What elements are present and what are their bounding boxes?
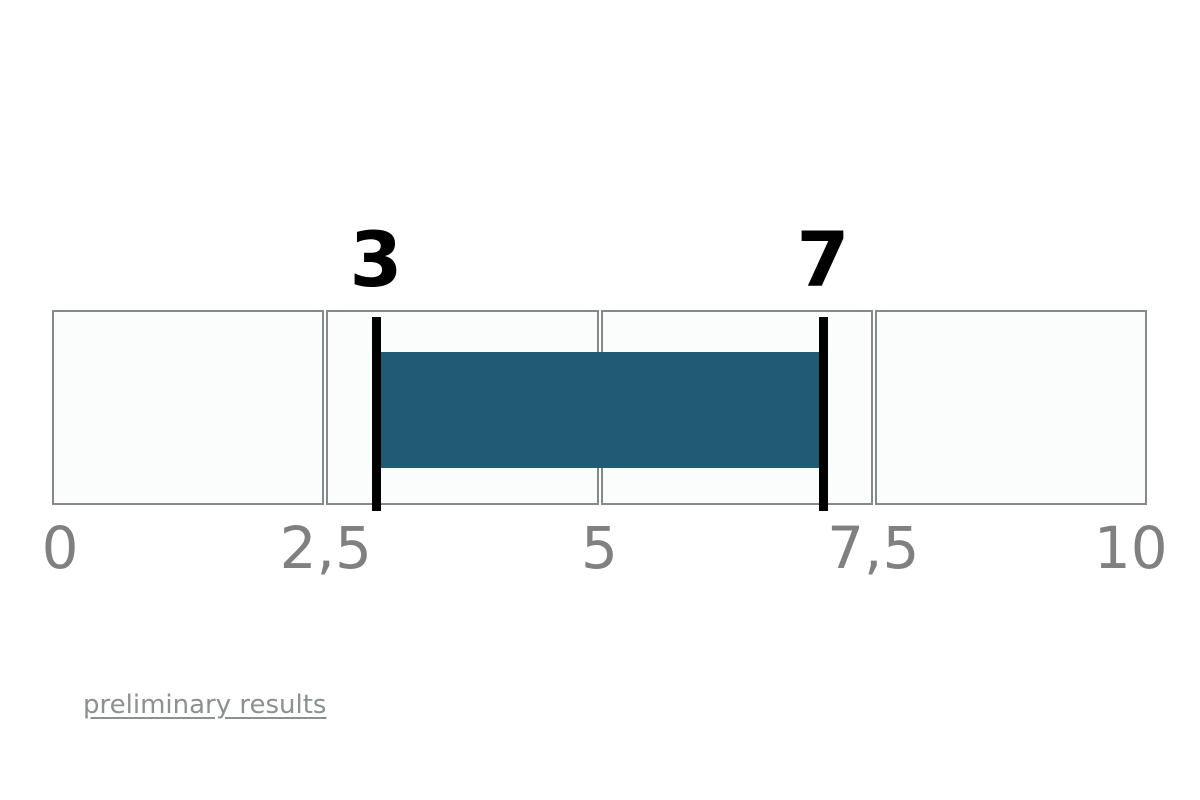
range-bar [380,352,819,468]
range-start-value-label: 3 [349,215,403,304]
range-end-marker [818,317,828,511]
range-end-value-label: 7 [796,215,850,304]
scale-segment [52,310,325,505]
axis-tick-label: 2,5 [279,514,372,582]
axis-tick-label: 10 [1093,514,1168,582]
axis-tick-label: 0 [41,514,79,582]
scale-track: 3 7 0 2,5 5 7,5 10 [42,222,1168,578]
range-start-marker [371,317,381,511]
preliminary-results-link[interactable]: preliminary results [83,690,327,720]
scale-segment [874,310,1147,505]
axis-tick-label: 5 [581,514,618,582]
axis-tick-label: 7,5 [827,514,920,582]
